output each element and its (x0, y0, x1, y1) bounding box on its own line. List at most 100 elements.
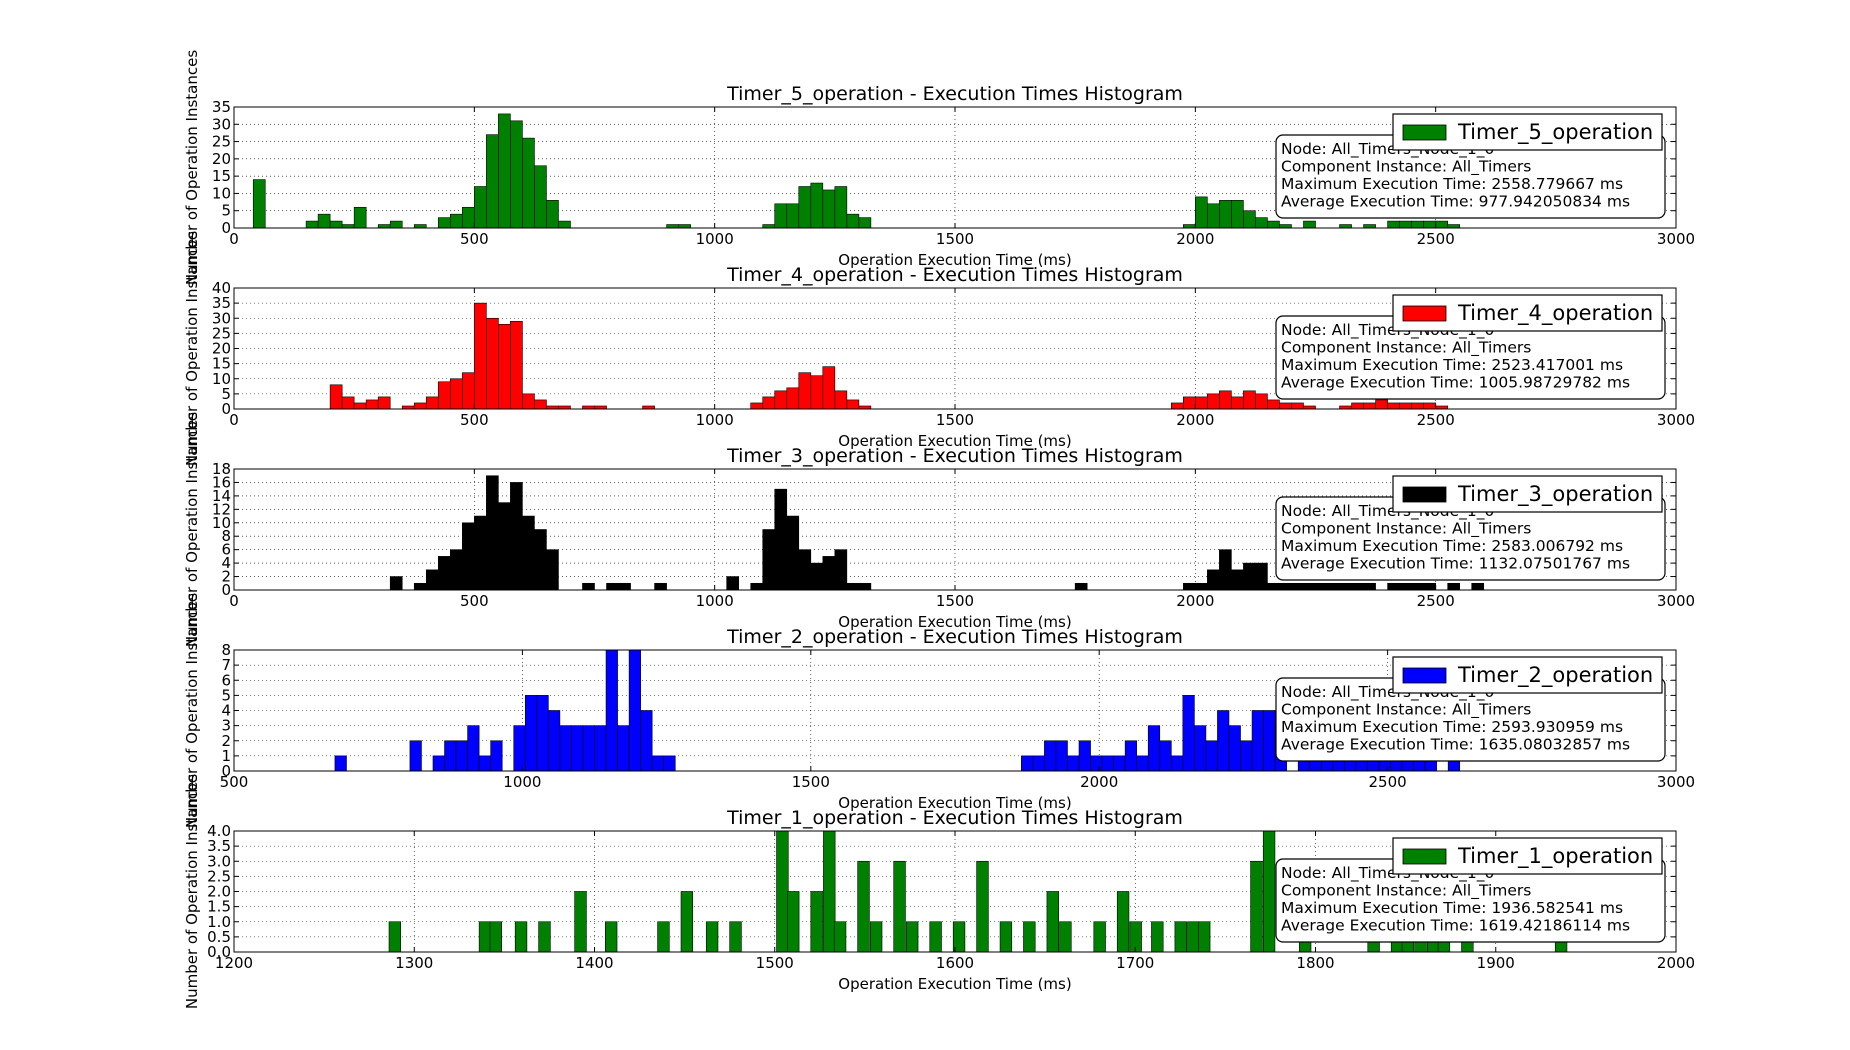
y-tick-label: 25 (212, 133, 231, 151)
x-tick-label: 500 (220, 773, 249, 791)
y-tick-label: 5 (221, 686, 231, 704)
y-tick-label: 1.0 (207, 913, 231, 931)
y-tick-label: 15 (212, 355, 231, 373)
histogram-bar (1182, 695, 1195, 772)
y-tick-label: 8 (221, 641, 231, 659)
x-tick-label: 3000 (1657, 411, 1695, 429)
x-tick-label: 1500 (936, 592, 974, 610)
histogram-bar (514, 921, 528, 953)
histogram-bar (571, 725, 584, 772)
legend-swatch (1402, 848, 1447, 865)
x-axis-label: Operation Execution Time (ms) (838, 251, 1071, 269)
histogram-bar (329, 384, 343, 410)
histogram-bar (663, 755, 676, 772)
histogram-bar (1411, 402, 1424, 410)
x-tick-label: 2000 (1080, 773, 1118, 791)
x-axis-label: Operation Execution Time (ms) (838, 613, 1071, 631)
legend-swatch (1402, 305, 1447, 322)
x-tick-label: 0 (229, 411, 239, 429)
x-tick-label: 500 (460, 230, 489, 248)
x-tick-label: 1300 (395, 954, 433, 972)
histogram-bar (893, 860, 906, 953)
histogram-bar (1195, 582, 1208, 591)
y-tick-label: 30 (212, 115, 231, 133)
histogram-bar (1303, 220, 1316, 229)
histogram-bar (1195, 196, 1208, 229)
histogram-bar (786, 387, 800, 410)
histogram-bar (1055, 740, 1068, 772)
histogram-bar (437, 556, 451, 591)
y-tick-label: 0 (221, 400, 231, 418)
histogram-bar (478, 755, 491, 772)
histogram-bar (437, 381, 451, 410)
chart-title: Timer_2_operation - Execution Times Hist… (726, 626, 1183, 648)
histogram-bar (510, 320, 523, 410)
histogram-bar (341, 396, 355, 410)
histogram-bar (729, 921, 742, 953)
histogram-bar (822, 189, 836, 229)
histogram-bar (524, 695, 538, 772)
histogram-bar (582, 725, 595, 772)
histogram-bar (377, 224, 391, 229)
histogram-bar (444, 740, 457, 772)
histogram-bar (786, 515, 800, 591)
histogram-bar (1255, 393, 1268, 410)
histogram-bar (628, 649, 641, 772)
x-tick-label: 1000 (503, 773, 541, 791)
histogram-bar (1219, 200, 1232, 229)
histogram-bar (858, 582, 872, 591)
histogram-bar (449, 213, 463, 229)
x-tick-label: 1700 (1116, 954, 1154, 972)
x-tick-label: 2000 (1176, 411, 1214, 429)
histogram-bar (798, 372, 812, 410)
histogram-bar (510, 482, 523, 591)
legend-box (1392, 294, 1663, 332)
histogram-bar (857, 860, 870, 953)
y-tick-label: 1 (221, 747, 231, 765)
histogram-bar (1423, 220, 1436, 229)
y-tick-label: 3.0 (207, 852, 231, 870)
histogram-bar (498, 323, 511, 410)
y-tick-label: 2.5 (207, 867, 231, 885)
histogram-bar (425, 396, 439, 410)
histogram-bar (810, 562, 824, 591)
histogram-bar (1113, 755, 1126, 772)
histogram-bar (654, 582, 667, 591)
histogram-bar (1136, 755, 1149, 772)
histogram-bar (1219, 549, 1232, 591)
histogram-bar (1243, 390, 1256, 410)
x-tick-label: 2500 (1369, 773, 1407, 791)
histogram-bar (489, 921, 502, 953)
histogram-bar (762, 529, 776, 591)
histogram-bar (1262, 830, 1276, 953)
x-tick-label: 1500 (792, 773, 830, 791)
histogram-bar (558, 220, 571, 229)
y-tick-label: 0 (221, 762, 231, 780)
histogram-bar (1363, 582, 1376, 591)
histogram-panel-1: 1200 1300 1400 1500 1600 1700 1800 1900 2000 0.00… (183, 774, 1695, 1009)
histogram-bar (1251, 710, 1264, 772)
histogram-bar (762, 396, 776, 410)
y-tick-label: 5 (221, 385, 231, 403)
histogram-bar (1387, 402, 1400, 410)
histogram-bar (334, 755, 347, 772)
chart-title: Timer_1_operation - Execution Times Hist… (726, 807, 1183, 829)
histogram-bar (822, 366, 836, 410)
y-tick-label: 10 (212, 514, 231, 532)
histogram-bar (474, 302, 487, 410)
histogram-bar (810, 891, 823, 953)
histogram-bar (1151, 921, 1164, 953)
x-axis-label: Operation Execution Time (ms) (838, 975, 1071, 993)
info-line: Average Execution Time: 1619.42186114 ms (1281, 917, 1630, 935)
y-tick-label: 3.5 (207, 837, 231, 855)
y-tick-label: 35 (212, 294, 231, 312)
y-tick-label: 15 (212, 167, 231, 185)
y-tick-label: 12 (212, 500, 231, 518)
info-line: Average Execution Time: 1132.07501767 ms (1281, 555, 1630, 573)
histogram-bar (1205, 740, 1218, 772)
histogram-bar (1267, 582, 1280, 591)
histogram-panel-2: 500 1000 1500 2000 2500 3000012345678Timer_2_… (183, 593, 1695, 828)
y-axis-label: Number of Operation Instances (183, 593, 201, 828)
y-tick-label: 5 (221, 202, 231, 220)
